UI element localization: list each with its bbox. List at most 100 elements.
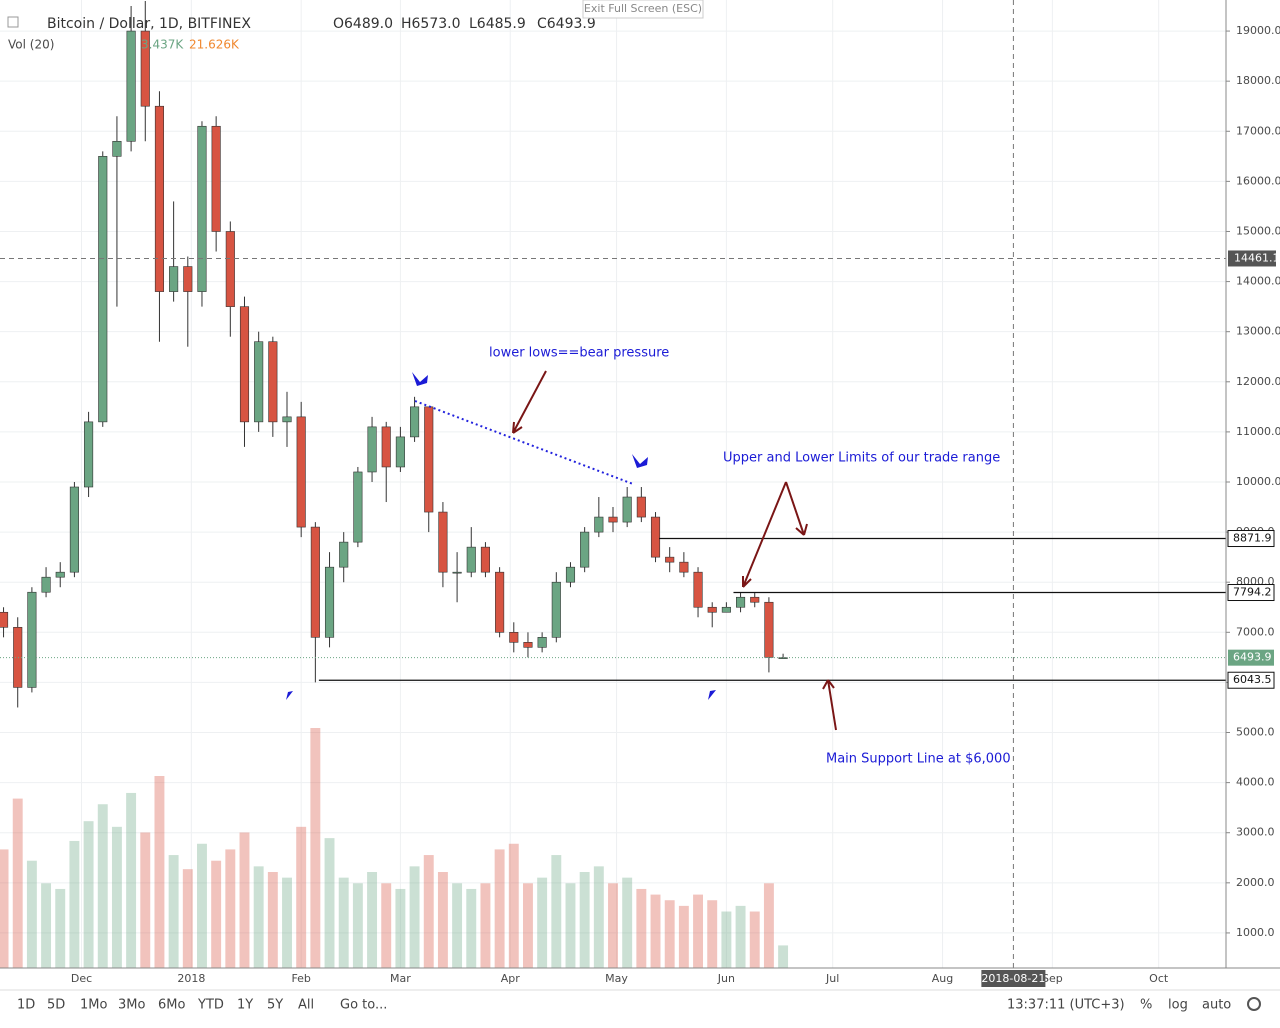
candle-body [565,566,576,583]
volume-bar [352,883,363,968]
volume-bar [41,883,52,968]
candle-body [452,571,462,574]
x-tick-label: Feb [291,972,310,985]
volume-bar [267,872,278,968]
candle-body [707,606,717,613]
level-label: 7794.2 [1233,586,1272,599]
x-tick-label: Jun [717,972,735,985]
candle-body [622,496,632,523]
candle-body [183,266,193,292]
candle-body [339,541,349,568]
volume-bar [693,894,704,968]
candle-body [750,596,760,603]
last-price-label: 6493.9 [1233,651,1272,664]
candle-body [13,626,23,688]
x-tick-label: Jul [825,972,839,985]
candle-body [636,496,646,518]
crosshair-date: 2018-08-21 [981,972,1045,985]
volume-bar [778,945,789,968]
candle-body [268,341,278,423]
volume-bar [97,804,108,968]
y-tick-label: 19000.0 [1236,24,1280,37]
candle-body [381,426,391,468]
volume-bar [55,888,66,968]
x-tick-label: Dec [71,972,92,985]
candle-body [721,606,731,613]
candle-body [140,30,150,107]
range-button[interactable]: All [298,998,314,1013]
candle-body [254,341,264,423]
range-button[interactable]: 5Y [267,998,283,1013]
candle-body [736,596,746,608]
goto[interactable]: Go to... [340,998,387,1013]
range-button[interactable]: YTD [197,998,224,1013]
volume-bar [12,798,23,968]
volume-bar [83,821,94,968]
volume-bar [593,866,604,968]
volume-bar [211,860,222,968]
auto-toggle[interactable]: auto [1202,998,1231,1013]
settings-icon[interactable] [1247,997,1261,1011]
volume-bar [282,877,292,968]
toolbar: 1D 5D 1Mo 3Mo 6Mo YTD 1Y 5Y All [17,998,314,1013]
candle-body [169,266,179,292]
volume-bar [26,860,37,968]
candle-body [395,436,405,468]
candle-body [112,140,122,157]
candle-body [665,556,675,563]
volume-bar [225,849,236,968]
volume-bar [367,872,378,968]
level-label: 6043.5 [1233,673,1272,686]
volume-bar [126,792,137,968]
exit-fullscreen[interactable] [582,0,704,19]
volume-bar [707,900,718,968]
volume-bar [0,849,9,968]
candle-body [551,581,561,638]
candle-body [495,571,505,633]
volume-bar [608,883,618,968]
volume-bar [650,894,661,968]
volume-bar [749,911,760,968]
range-button[interactable]: 5D [47,998,65,1013]
candle-body [608,516,618,523]
symbol[interactable]: Bitcoin / Dollar, 1D, BITFINEX [47,16,251,32]
exit-fullscreen-label[interactable]: Exit Full Screen (ESC) [584,2,702,15]
candle-body [764,601,774,658]
candle-body [126,30,136,142]
volume-bar [579,872,590,968]
volume-bar [310,728,321,968]
annotation: lower lows==bear pressure [489,346,669,361]
collapse-icon[interactable] [7,16,19,28]
volume-bar [409,866,420,968]
range-button[interactable]: 1Mo [80,998,107,1013]
candle-body [523,642,533,648]
grid: 1000.02000.03000.04000.05000.06000.07000… [0,0,1280,985]
candle-body [41,576,51,593]
volume-ma: 21.626K [189,38,240,52]
candle-body [466,546,476,573]
level-label: 8871.9 [1233,532,1272,545]
volume-bar [494,849,505,968]
range-button[interactable]: 6Mo [158,998,185,1013]
x-tick-label: Sep [1042,972,1063,985]
log-toggle[interactable]: log [1168,998,1188,1013]
range-button[interactable]: 1D [17,998,35,1013]
x-tick-label: Oct [1149,972,1169,985]
percent-toggle[interactable]: % [1140,998,1152,1013]
range-button[interactable]: 3Mo [118,998,145,1013]
candle-body [509,632,519,643]
volume-bar [168,855,179,968]
range-button[interactable]: 1Y [237,998,253,1013]
volume-bar [324,838,335,968]
volume-bar [480,883,491,968]
x-tick-label: May [605,972,628,985]
volume-bar [664,900,675,968]
candle-body [367,426,377,473]
y-tick-label: 1000.0 [1236,926,1275,939]
ohlc-high: H6573.0 [401,16,461,32]
volume-bar [423,855,434,968]
volume-bar [197,843,207,968]
y-tick-label: 12000.0 [1236,375,1280,388]
